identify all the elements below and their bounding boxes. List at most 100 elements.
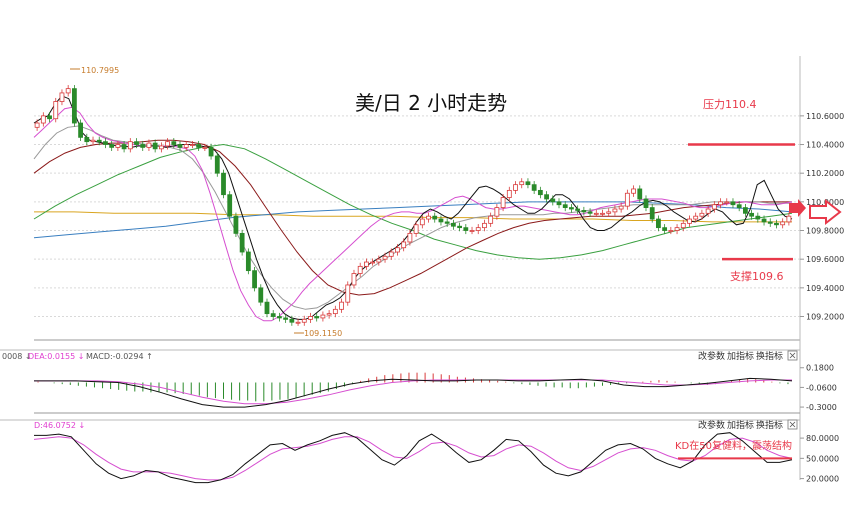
candle-body <box>233 215 239 234</box>
candlestick <box>53 97 59 123</box>
kd-edit-params-button[interactable]: 改参数 <box>698 419 725 431</box>
price-tick-label: 109.2000 <box>806 313 844 322</box>
macd-switch-indicator-button[interactable]: 换指标 <box>756 350 783 362</box>
candlestick <box>680 219 686 232</box>
candlestick <box>581 206 587 216</box>
candlestick <box>115 140 121 151</box>
candlestick <box>556 198 562 209</box>
candle-body <box>301 318 307 323</box>
candle-body <box>59 92 65 102</box>
candle-body <box>245 251 251 272</box>
macd-tick-label: -0.3000 <box>806 403 837 412</box>
candle-body <box>177 144 183 148</box>
candlestick <box>289 315 295 326</box>
candlestick <box>525 178 531 189</box>
candlestick <box>419 215 425 229</box>
candle-body <box>419 218 425 226</box>
macd-legend-dea: DEA:0.0155 ↓ <box>28 352 84 361</box>
kd-close-icon[interactable] <box>787 419 798 430</box>
candle-body <box>643 198 649 208</box>
candlestick <box>332 305 338 318</box>
candle-body <box>395 247 400 253</box>
candlestick <box>606 208 612 217</box>
chart-title: 美/日 2 小时走势 <box>355 91 507 115</box>
price-tick-label: 109.8000 <box>806 227 844 236</box>
candlestick <box>326 310 332 319</box>
kd-panel: D:46.0752 ↓ 改参数 加指标 换指标 80.0000 50.0000 20… <box>0 419 839 484</box>
candle-body <box>295 321 301 324</box>
candle-body <box>109 144 115 148</box>
candle-body <box>767 221 773 224</box>
candle-body <box>227 194 233 217</box>
candle-body <box>270 313 276 317</box>
candlestick <box>438 215 444 226</box>
candlestick <box>550 195 556 206</box>
candlestick <box>531 181 537 194</box>
candlestick <box>562 201 568 212</box>
candlestick <box>575 205 581 215</box>
candlestick <box>314 312 320 322</box>
candlestick <box>370 258 376 266</box>
candlestick <box>245 248 251 275</box>
candlestick <box>705 205 711 217</box>
candle-body <box>749 212 755 217</box>
candle-body <box>631 188 636 194</box>
candlestick <box>109 140 115 151</box>
candlestick <box>506 186 512 202</box>
candle-body <box>463 227 469 231</box>
candlestick <box>84 133 90 146</box>
candle-body <box>332 308 338 315</box>
candle-body <box>183 144 189 148</box>
candle-body <box>482 222 487 229</box>
macd-close-icon[interactable] <box>787 350 798 361</box>
ma-grey-line <box>33 125 792 310</box>
candle-body <box>239 232 245 253</box>
ma-black-line <box>33 95 793 320</box>
candlestick <box>488 212 494 227</box>
candle-body <box>221 172 226 196</box>
kd-add-indicator-button[interactable]: 加指标 <box>727 419 754 431</box>
candlestick <box>699 209 705 220</box>
candlestick <box>593 209 599 217</box>
candlestick <box>78 119 83 141</box>
candlestick <box>376 255 382 266</box>
candle-body <box>606 211 612 214</box>
candle-body <box>755 215 761 220</box>
candle-body <box>252 270 257 289</box>
candlestick <box>500 193 506 212</box>
candle-body <box>724 201 730 204</box>
candle-body <box>146 142 152 148</box>
kd-annotation: KD在50复健料，震荡结构 <box>675 439 792 452</box>
candlestick <box>34 119 40 131</box>
candle-body <box>656 218 661 229</box>
candle-body <box>196 144 202 148</box>
candle-body <box>780 221 786 226</box>
candlestick <box>158 142 164 153</box>
resistance-label: 压力110.4 <box>703 98 757 111</box>
candlestick <box>618 202 624 213</box>
kd-switch-indicator-button[interactable]: 换指标 <box>756 419 783 431</box>
candlestick <box>202 143 208 151</box>
candlestick <box>177 140 183 151</box>
candlestick <box>587 208 593 217</box>
candlestick <box>482 219 487 232</box>
candlestick <box>320 311 326 322</box>
macd-plot <box>34 372 793 408</box>
candle-body <box>569 207 574 210</box>
price-tick-label: 109.4000 <box>806 284 844 293</box>
candlestick <box>718 198 723 209</box>
macd-add-indicator-button[interactable]: 加指标 <box>727 350 754 362</box>
ma-green-line <box>33 143 793 260</box>
candle-body <box>339 301 344 310</box>
candlestick <box>103 138 108 149</box>
kd-tick-label: 20.0000 <box>806 475 839 484</box>
candle-body <box>618 205 624 210</box>
candlestick <box>196 140 202 151</box>
candle-body <box>600 212 605 215</box>
macd-edit-params-button[interactable]: 改参数 <box>698 350 725 362</box>
candlestick <box>59 89 65 106</box>
candle-body <box>662 227 668 231</box>
candle-body <box>258 287 264 303</box>
candle-body <box>47 115 52 120</box>
candle-body <box>674 227 680 231</box>
